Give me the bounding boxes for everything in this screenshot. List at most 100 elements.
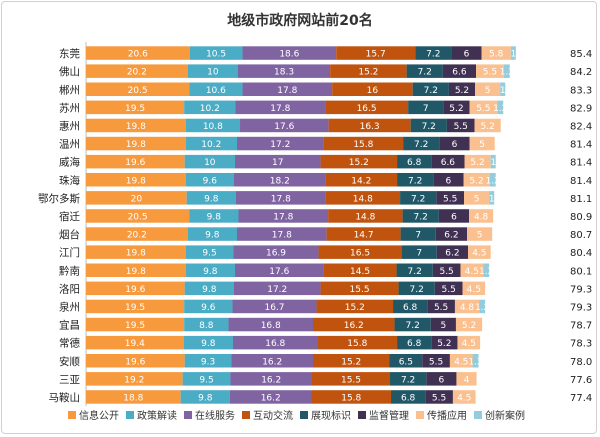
bar-segment (311, 372, 391, 386)
segment-value-label: 16.2 (261, 375, 281, 385)
segment-value-label: 5.5 (441, 285, 455, 295)
segment-value-label: 9.8 (201, 339, 216, 349)
segment-value-label: 5.2 (469, 176, 483, 186)
segment-value-label: 5.5 (454, 122, 468, 132)
total-value-label: 81.1 (570, 194, 592, 205)
segment-value-label: 16.3 (360, 122, 380, 132)
bar-segment (443, 100, 470, 115)
bar-segment (323, 263, 397, 277)
bar-segment (184, 154, 235, 169)
segment-value-label: 17.8 (272, 231, 292, 241)
bar-segment (189, 209, 239, 223)
bar-segment (468, 245, 491, 259)
segment-value-label: 15.2 (349, 158, 369, 168)
segment-value-label: 5.5 (483, 68, 497, 78)
segment-value-label: 17.2 (267, 285, 287, 295)
bar-segment (483, 263, 490, 277)
bar-segment (456, 372, 477, 386)
segment-value-label: 5.2 (462, 321, 476, 331)
category-label: 三亚 (59, 374, 80, 386)
segment-value-label: 7.2 (411, 194, 425, 204)
segment-value-label: 20.2 (127, 68, 147, 78)
segment-value-label: 10.5 (206, 50, 226, 60)
bar-segment (408, 100, 444, 115)
bar-segment (325, 173, 398, 187)
bar-segment (185, 263, 235, 277)
segment-value-label: 17.8 (270, 104, 290, 114)
bar-segment (311, 390, 392, 404)
bar-segment (231, 354, 314, 368)
segment-value-label: 7.2 (424, 86, 438, 96)
segment-value-label: 9.8 (204, 194, 219, 204)
bar-segment (86, 118, 186, 133)
segment-value-label: 9.5 (202, 249, 216, 259)
segment-value-label: 5.5 (432, 393, 446, 403)
segment-value-label: 4.5 (467, 285, 481, 295)
segment-value-label: 7.2 (426, 50, 440, 60)
bar-segment (431, 335, 458, 350)
segment-value-label: 5.5 (429, 357, 443, 367)
bar-segment (469, 136, 495, 151)
total-value-label: 84.2 (570, 67, 592, 78)
bar-segment (479, 299, 486, 314)
segment-value-label: 7 (423, 104, 429, 114)
segment-value-label: 15.8 (347, 339, 367, 349)
segment-value-label: 5 (440, 321, 446, 331)
segment-value-label: 8.8 (199, 321, 214, 331)
bar-segment (86, 227, 188, 241)
segment-value-label: 15.8 (353, 140, 373, 150)
legend-entry: 展现标识 (311, 410, 351, 422)
segment-value-label: 4.5 (465, 267, 479, 277)
segment-value-label: 6 (464, 50, 470, 60)
bar-segment (430, 317, 456, 332)
bar-segment (230, 372, 312, 386)
segment-value-label: 6.6 (452, 68, 467, 78)
segment-value-label: 7.2 (408, 267, 422, 277)
legend-swatch (416, 411, 424, 419)
segment-value-label: 19.6 (125, 357, 145, 367)
segment-value-label: 20 (131, 194, 143, 204)
bar-segment (457, 335, 481, 350)
category-label: 宜昌 (59, 319, 80, 332)
segment-value-label: 5 (474, 194, 480, 204)
bar-segment (86, 263, 186, 277)
bar-segment (86, 173, 186, 187)
bar-segment (432, 263, 461, 277)
bar-segment (439, 136, 470, 151)
segment-value-label: 17.8 (277, 86, 297, 96)
bar-segment (316, 299, 394, 314)
bar-segment (242, 82, 333, 96)
total-value-label: 79.3 (570, 284, 592, 295)
segment-value-label: 16.5 (350, 249, 370, 259)
segment-value-label: 19.4 (125, 339, 145, 349)
bar-segment (86, 191, 187, 205)
bar-segment (403, 136, 440, 151)
segment-value-label: 10.2 (201, 140, 221, 150)
total-value-label: 82.4 (570, 121, 592, 132)
category-label: 珠海 (59, 174, 80, 187)
category-label: 苏州 (59, 101, 80, 114)
segment-value-label: 15.8 (341, 393, 361, 403)
bar-segment (396, 263, 433, 277)
segment-value-label: 4.5 (454, 357, 468, 367)
bar-segment (184, 317, 229, 332)
segment-value-label: 19.5 (125, 321, 145, 331)
bar-segment (233, 281, 321, 296)
category-label: 东莞 (59, 47, 80, 60)
segment-value-label: 19.8 (126, 249, 146, 259)
segment-value-label: 4.5 (457, 393, 471, 403)
total-value-label: 80.7 (570, 230, 592, 241)
segment-value-label: 14.2 (351, 176, 371, 186)
bar-segment (435, 227, 468, 241)
segment-value-label: 5.2 (455, 86, 469, 96)
legend-entry: 互动交流 (253, 409, 293, 422)
bar-segment (454, 299, 480, 314)
segment-value-label: 9.5 (199, 375, 213, 385)
bar-segment (436, 191, 465, 205)
segment-value-label: 6.8 (403, 303, 418, 313)
bar-segment (397, 335, 432, 350)
legend-swatch (184, 411, 192, 419)
segment-value-label: 4.8 (460, 303, 475, 313)
segment-value-label: 5.5 (439, 267, 453, 277)
